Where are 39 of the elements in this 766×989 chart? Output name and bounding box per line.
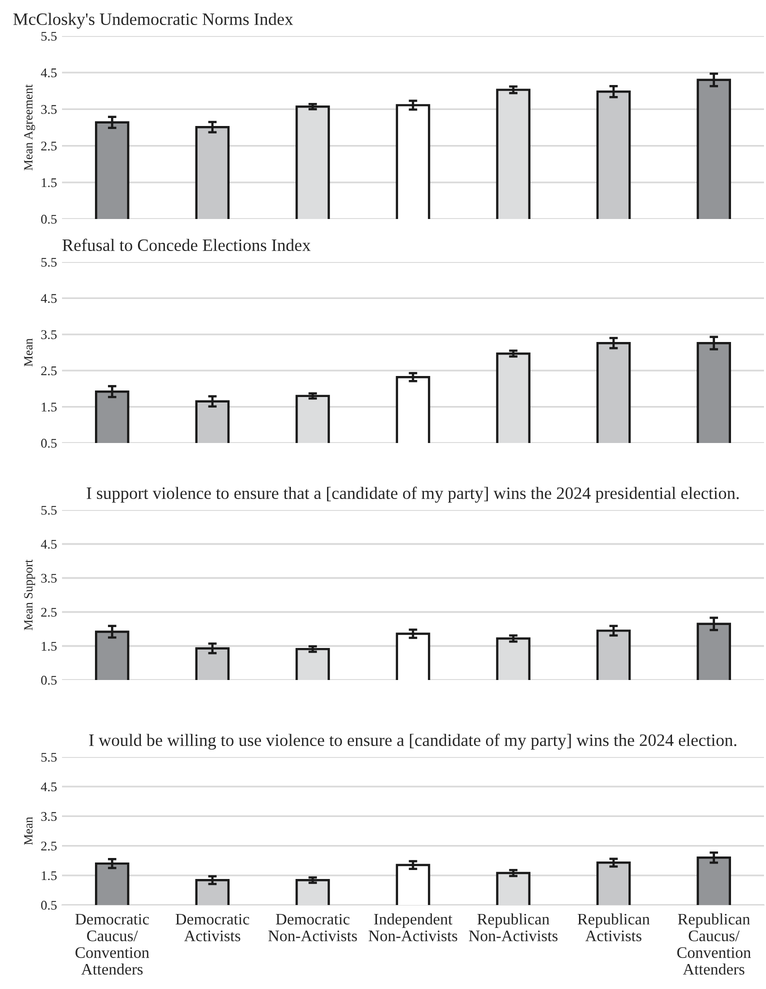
x-tick-label: Democratic Activists — [176, 914, 250, 942]
y-axis-title: Mean Agreement — [24, 84, 36, 170]
y-tick-label: 2.5 — [41, 142, 57, 151]
y-tick-label: 5.5 — [41, 752, 57, 762]
y-tick-label: 0.5 — [41, 676, 57, 685]
x-tick-label: Independent Non-Activists — [368, 913, 458, 942]
y-tick-label: 1.5 — [42, 402, 57, 412]
y-tick-label: 4.5 — [40, 540, 57, 549]
y-tick-label: 2.5 — [41, 842, 57, 851]
y-tick-label: 0.5 — [41, 438, 57, 448]
chart-title: Refusal to Concede Elections Index — [62, 238, 311, 252]
chart-title: I would be willing to use violence to ensure a [candidate of my party] wins the 2024 election. — [89, 734, 736, 750]
y-tick-label: 5.5 — [41, 258, 57, 267]
y-tick-label: 3.5 — [41, 812, 57, 821]
y-axis-title: Mean Support — [24, 559, 36, 630]
y-tick-label: 0.5 — [41, 900, 57, 910]
y-tick-label: 5.5 — [41, 32, 57, 41]
y-tick-label: 0.5 — [41, 214, 57, 224]
x-tick-label: Democratic Non-Activists — [268, 914, 357, 942]
x-tick-label: Republican Activists — [578, 913, 650, 942]
y-tick-label: 3.5 — [41, 105, 57, 114]
chart-title: McClosky's Undemocratic Norms Index — [13, 12, 294, 29]
x-tick-label: Democratic Caucus/ Convention Attenders — [75, 914, 150, 975]
y-tick-label: 1.5 — [42, 178, 57, 188]
y-tick-label: 4.5 — [40, 782, 57, 792]
y-tick-label: 4.5 — [40, 294, 57, 303]
y-tick-label: 5.5 — [41, 506, 57, 515]
y-axis-title: Mean — [24, 816, 33, 845]
x-tick-label: Republican Non-Activists — [468, 913, 558, 942]
y-tick-label: 3.5 — [41, 330, 57, 340]
y-axis-title: Mean — [24, 338, 33, 366]
chart-title: I support violence to ensure that a [candidate of my party] wins the 2024 presidential election. — [86, 486, 739, 503]
y-tick-label: 4.5 — [40, 68, 57, 78]
y-tick-label: 2.5 — [41, 608, 57, 617]
y-tick-label: 3.5 — [41, 574, 57, 583]
y-tick-label: 1.5 — [42, 642, 57, 651]
y-tick-label: 2.5 — [41, 366, 57, 376]
x-tick-label: Republican Caucus/ Convention Attenders — [677, 913, 751, 975]
y-tick-label: 1.5 — [42, 871, 57, 880]
